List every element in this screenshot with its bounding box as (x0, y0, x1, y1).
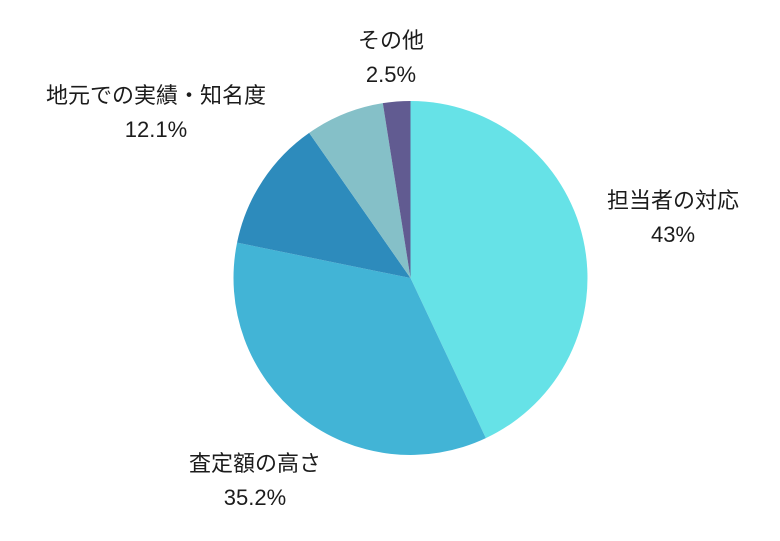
pie-slice-1 (233, 242, 486, 455)
slice-label-sonota: その他 2.5% (358, 24, 424, 92)
slice-label-satei: 査定額の高さ 35.2% (189, 447, 321, 515)
slice-label-jimoto: 地元での実績・知名度 12.1% (46, 79, 266, 147)
slice-label-value: 35.2% (223, 485, 287, 510)
slice-label-value: 2.5% (365, 62, 417, 87)
pie-slice-4 (382, 101, 411, 278)
slice-label-text: 担当者の対応 (606, 188, 740, 213)
slice-label-value: 12.1% (124, 117, 188, 142)
slice-label-text: 査定額の高さ (188, 451, 322, 476)
pie-slice-3 (309, 103, 411, 279)
slice-label-text: その他 (357, 28, 425, 53)
pie-slice-2 (237, 132, 411, 278)
pie-slice-0 (410, 101, 588, 439)
slice-label-tantousha: 担当者の対応 43% (607, 184, 739, 252)
slice-label-text: 地元での実績・知名度 (45, 83, 267, 108)
slice-label-value: 43% (650, 222, 696, 247)
